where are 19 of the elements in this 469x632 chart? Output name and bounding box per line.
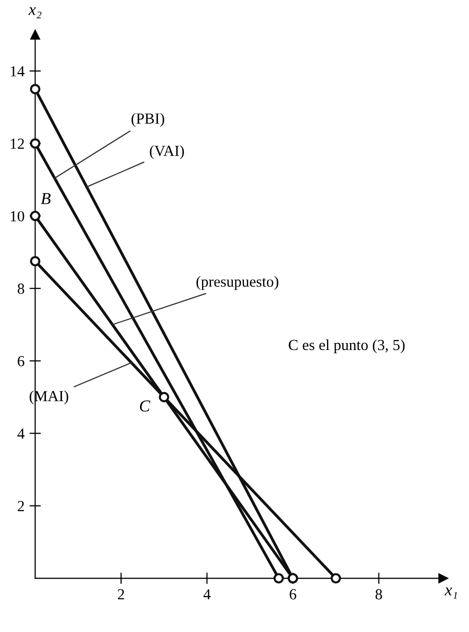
y-tick-label: 8 [18,284,24,294]
annotation: (PBI) [132,112,164,127]
y-axis-title: x₂ [28,7,42,18]
annotation: C es el punto (3, 5) [288,339,405,354]
y-tick-label: 10 [10,211,24,222]
y-tick-label: 2 [18,500,24,512]
annotation: B [40,193,51,204]
x-axis-title: x₁ [444,588,457,599]
annotation: (presupuesto) [196,276,278,290]
x-tick-label: 2 [118,589,124,600]
x-tick-label: 4 [203,589,211,600]
annotation: (VAI) [150,145,184,160]
y-tick-label: 14 [10,66,25,76]
x-tick-label: 8 [376,589,382,600]
y-tick-label: 6 [18,356,24,366]
x-tick-label: 6 [290,589,296,600]
y-tick-label: 12 [10,138,24,149]
y-tick-label: 4 [17,428,25,439]
annotation: C [140,400,150,412]
